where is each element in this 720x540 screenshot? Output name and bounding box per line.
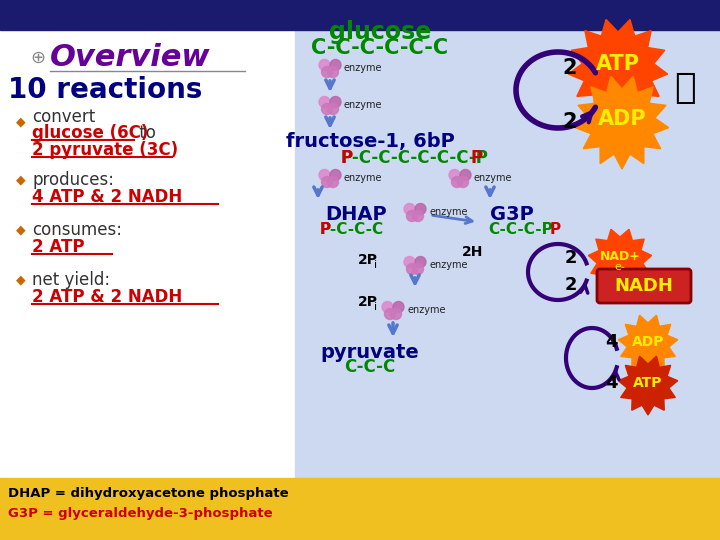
Text: 4 ATP & 2 NADH: 4 ATP & 2 NADH bbox=[32, 188, 182, 206]
Text: glucose: glucose bbox=[329, 20, 431, 44]
Circle shape bbox=[449, 170, 460, 180]
Bar bbox=[0, 30, 295, 478]
Text: 2 ATP & 2 NADH: 2 ATP & 2 NADH bbox=[32, 288, 182, 306]
Circle shape bbox=[404, 204, 415, 214]
Circle shape bbox=[404, 256, 415, 267]
Circle shape bbox=[457, 177, 469, 187]
Text: 4: 4 bbox=[605, 333, 618, 351]
Circle shape bbox=[382, 301, 393, 313]
Text: 2: 2 bbox=[565, 249, 577, 267]
Circle shape bbox=[319, 170, 330, 180]
Text: P: P bbox=[470, 149, 482, 167]
Text: 2P: 2P bbox=[358, 253, 378, 267]
Text: enzyme: enzyme bbox=[344, 100, 382, 110]
Text: P-C-C-C-C-C-C-P: P-C-C-C-C-C-C-P bbox=[340, 149, 488, 167]
Text: enzyme: enzyme bbox=[429, 207, 467, 217]
Text: ◆: ◆ bbox=[16, 116, 26, 129]
Text: P: P bbox=[320, 222, 331, 238]
Circle shape bbox=[328, 66, 338, 78]
Text: 🔥: 🔥 bbox=[674, 71, 696, 105]
Text: NADH: NADH bbox=[615, 277, 673, 295]
Text: enzyme: enzyme bbox=[344, 173, 382, 183]
Polygon shape bbox=[618, 356, 678, 415]
Circle shape bbox=[330, 170, 341, 180]
Text: P-C-C-C: P-C-C-C bbox=[320, 222, 384, 238]
Circle shape bbox=[407, 211, 418, 221]
Text: ATP: ATP bbox=[596, 54, 640, 74]
Text: ◆: ◆ bbox=[16, 273, 26, 287]
Text: C-C-C-P: C-C-C-P bbox=[488, 222, 553, 238]
Text: pyruvate: pyruvate bbox=[320, 342, 419, 361]
Text: fructose-1, 6bP: fructose-1, 6bP bbox=[286, 132, 454, 152]
Circle shape bbox=[415, 256, 426, 267]
Text: P: P bbox=[340, 149, 352, 167]
Circle shape bbox=[319, 97, 330, 107]
Circle shape bbox=[413, 211, 423, 221]
Bar bbox=[0, 478, 720, 540]
Text: NAD+: NAD+ bbox=[600, 251, 640, 264]
Text: i: i bbox=[374, 302, 377, 312]
Circle shape bbox=[328, 104, 338, 114]
Circle shape bbox=[384, 308, 395, 320]
Text: ATP: ATP bbox=[634, 376, 662, 390]
Text: 4: 4 bbox=[605, 374, 618, 392]
Circle shape bbox=[393, 301, 404, 313]
Text: C-C-C: C-C-C bbox=[344, 358, 395, 376]
Circle shape bbox=[319, 59, 330, 71]
Text: 2H: 2H bbox=[462, 245, 483, 259]
Text: 2: 2 bbox=[562, 112, 577, 132]
Text: enzyme: enzyme bbox=[407, 305, 446, 315]
Circle shape bbox=[322, 66, 333, 78]
Text: 2: 2 bbox=[565, 276, 577, 294]
Circle shape bbox=[413, 264, 423, 274]
Text: 2 pyruvate (3C): 2 pyruvate (3C) bbox=[32, 141, 178, 159]
Circle shape bbox=[328, 177, 338, 187]
Text: i: i bbox=[374, 260, 377, 270]
Text: ◆: ◆ bbox=[16, 173, 26, 186]
Text: glucose (6C): glucose (6C) bbox=[32, 124, 148, 142]
Circle shape bbox=[322, 177, 333, 187]
Text: 10 reactions: 10 reactions bbox=[8, 76, 202, 104]
Circle shape bbox=[390, 308, 402, 320]
Text: DHAP = dihydroxyacetone phosphate: DHAP = dihydroxyacetone phosphate bbox=[8, 488, 289, 501]
Text: C-C-C-C-C-C: C-C-C-C-C-C bbox=[312, 38, 449, 58]
Text: produces:: produces: bbox=[32, 171, 114, 189]
Text: convert: convert bbox=[32, 108, 95, 126]
Text: consumes:: consumes: bbox=[32, 221, 122, 239]
Circle shape bbox=[415, 204, 426, 214]
Text: G3P = glyceraldehyde-3-phosphate: G3P = glyceraldehyde-3-phosphate bbox=[8, 507, 273, 519]
Text: to: to bbox=[134, 124, 156, 142]
Polygon shape bbox=[588, 230, 652, 292]
Text: 2 ATP: 2 ATP bbox=[32, 238, 84, 256]
Text: enzyme: enzyme bbox=[474, 173, 513, 183]
Text: ◆: ◆ bbox=[16, 224, 26, 237]
Polygon shape bbox=[575, 76, 669, 169]
Text: enzyme: enzyme bbox=[429, 260, 467, 270]
Text: G3P: G3P bbox=[490, 206, 534, 225]
Bar bbox=[0, 0, 720, 30]
Text: ⊕: ⊕ bbox=[30, 49, 45, 67]
Polygon shape bbox=[618, 315, 678, 374]
Text: P: P bbox=[550, 222, 561, 238]
Circle shape bbox=[451, 177, 462, 187]
Circle shape bbox=[322, 104, 333, 114]
Text: Overview: Overview bbox=[50, 44, 210, 72]
Circle shape bbox=[330, 59, 341, 71]
Text: DHAP: DHAP bbox=[325, 206, 387, 225]
Circle shape bbox=[407, 264, 418, 274]
Text: 2P: 2P bbox=[358, 295, 378, 309]
Text: net yield:: net yield: bbox=[32, 271, 110, 289]
Text: enzyme: enzyme bbox=[344, 63, 382, 73]
Text: ADP: ADP bbox=[631, 335, 665, 349]
Text: e-: e- bbox=[615, 262, 626, 272]
Text: 2: 2 bbox=[562, 58, 577, 78]
Bar bbox=[295, 30, 720, 478]
Circle shape bbox=[330, 97, 341, 107]
Polygon shape bbox=[568, 19, 667, 118]
FancyBboxPatch shape bbox=[597, 269, 691, 303]
Circle shape bbox=[460, 170, 471, 180]
Text: ADP: ADP bbox=[598, 109, 647, 129]
